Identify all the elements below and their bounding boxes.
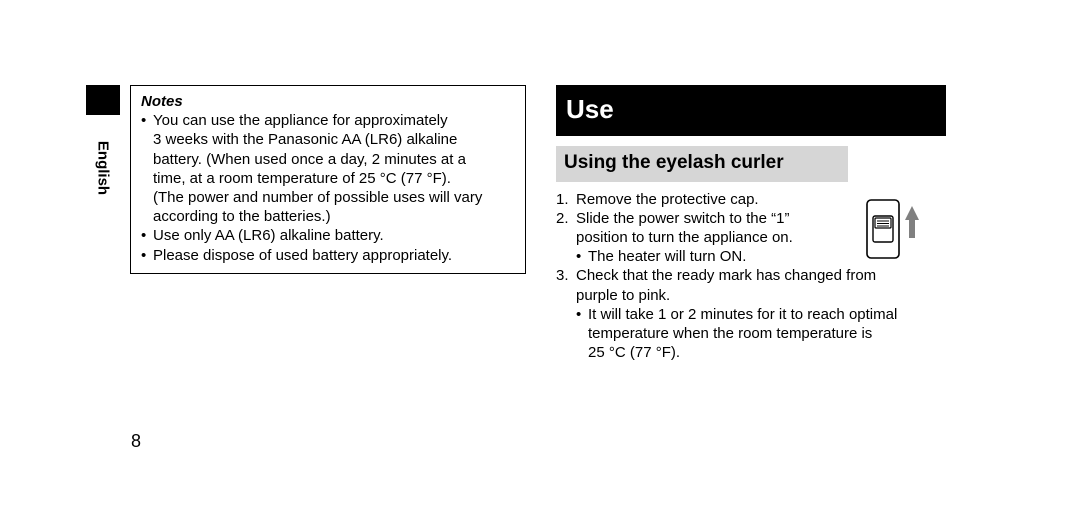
step-number: 2. bbox=[556, 209, 569, 228]
up-arrow-icon bbox=[905, 206, 919, 238]
notes-text: battery. (When used once a day, 2 minute… bbox=[153, 151, 466, 168]
step-text: Remove the protective cap. bbox=[576, 191, 759, 208]
notes-text: Use only AA (LR6) alkaline battery. bbox=[153, 227, 384, 244]
notes-text: Please dispose of used battery appropria… bbox=[153, 247, 452, 264]
notes-item: You can use the appliance for approximat… bbox=[141, 111, 515, 226]
notes-item: Please dispose of used battery appropria… bbox=[141, 246, 515, 265]
notes-text: according to the batteries.) bbox=[153, 208, 331, 225]
step-item: 2. Slide the power switch to the “1” pos… bbox=[556, 209, 856, 267]
device-diagram-icon bbox=[865, 198, 925, 268]
notes-text: time, at a room temperature of 25 °C (77… bbox=[153, 170, 451, 187]
step-text: purple to pink. bbox=[576, 287, 670, 304]
step-item: 1. Remove the protective cap. bbox=[556, 190, 856, 209]
step-text: position to turn the appliance on. bbox=[576, 229, 793, 246]
language-label: English bbox=[86, 118, 120, 218]
step-text: Check that the ready mark has changed fr… bbox=[576, 267, 876, 284]
step-sub-item: It will take 1 or 2 minutes for it to re… bbox=[576, 305, 956, 363]
language-label-text: English bbox=[93, 141, 112, 195]
step-text: Slide the power switch to the “1” bbox=[576, 210, 789, 227]
notes-box: Notes You can use the appliance for appr… bbox=[130, 85, 526, 274]
language-tab-marker bbox=[86, 85, 120, 115]
notes-text: (The power and number of possible uses w… bbox=[153, 189, 482, 206]
notes-item: Use only AA (LR6) alkaline battery. bbox=[141, 226, 515, 245]
manual-page: English Notes You can use the appliance … bbox=[0, 0, 1080, 511]
left-column: Notes You can use the appliance for appr… bbox=[130, 85, 526, 274]
page-number: 8 bbox=[131, 430, 141, 453]
notes-text: You can use the appliance for approximat… bbox=[153, 112, 448, 129]
step-number: 3. bbox=[556, 266, 569, 285]
step-sub-item: The heater will turn ON. bbox=[576, 247, 856, 266]
step-sub-text: temperature when the room temperature is bbox=[588, 325, 872, 342]
step-number: 1. bbox=[556, 190, 569, 209]
notes-list: You can use the appliance for approximat… bbox=[141, 111, 515, 265]
step-sub-text: 25 °C (77 °F). bbox=[588, 344, 680, 361]
sub-header-using-curler: Using the eyelash curler bbox=[556, 146, 848, 181]
step-sub-text: It will take 1 or 2 minutes for it to re… bbox=[588, 306, 897, 323]
notes-text: 3 weeks with the Panasonic AA (LR6) alka… bbox=[153, 131, 457, 148]
step-sub-text: The heater will turn ON. bbox=[588, 248, 746, 265]
step-item: 3. Check that the ready mark has changed… bbox=[556, 266, 956, 362]
section-header-use: Use bbox=[556, 85, 946, 136]
notes-title: Notes bbox=[141, 92, 515, 111]
